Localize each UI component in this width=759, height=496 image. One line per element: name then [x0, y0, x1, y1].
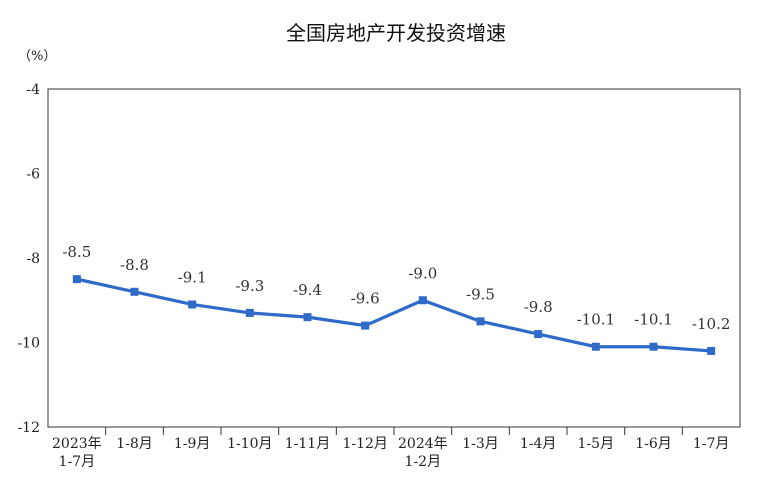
x-tick-label-line: 1-6月 [635, 436, 672, 452]
data-label: -9.3 [235, 277, 264, 295]
x-tick-label: 2024年 1-2月 [398, 436, 448, 470]
data-point-marker [534, 330, 543, 339]
y-axis-ticks: -4 -6 -8 -10 -12 [17, 82, 40, 436]
data-point-marker [591, 342, 600, 351]
x-tick-label: 2023年 1-7月 [52, 436, 102, 470]
data-point-marker [303, 313, 312, 322]
x-tick-label-line: 1-12月 [342, 436, 387, 452]
y-tick-label: -10 [17, 336, 40, 352]
x-tick-label: 1-9月 [174, 436, 211, 452]
data-point-marker [649, 342, 658, 351]
x-tick-label-line: 1-7月 [693, 436, 730, 452]
x-tick-label: 1-12月 [342, 436, 387, 452]
data-label: -9.0 [408, 264, 437, 282]
data-label: -9.1 [178, 268, 207, 286]
y-tick-label: -8 [26, 251, 40, 267]
x-tick-label-line: 1-7月 [59, 454, 96, 470]
data-label: -8.5 [62, 243, 91, 261]
y-tick-label: -12 [17, 420, 40, 436]
data-label: -10.1 [577, 311, 615, 329]
x-tick-label: 1-10月 [227, 436, 272, 452]
data-point-marker [188, 300, 197, 309]
y-tick-label: -6 [26, 167, 40, 183]
data-point-marker [418, 296, 427, 305]
series-line [76, 277, 712, 353]
x-tick-label-line: 1-5月 [578, 436, 615, 452]
x-tick-label-line: 1-3月 [462, 436, 499, 452]
y-tick-label: -4 [26, 82, 40, 98]
x-tick-label-line: 1-8月 [116, 436, 153, 452]
data-point-marker [130, 287, 139, 296]
x-tick-label-line: 2023年 [52, 436, 102, 452]
x-tick-label-line: 1-11月 [285, 436, 330, 452]
data-point-marker [707, 346, 716, 355]
x-tick-label: 1-11月 [285, 436, 330, 452]
x-tick-label: 1-5月 [578, 436, 615, 452]
x-tick-label: 1-7月 [693, 436, 730, 452]
data-label: -9.5 [466, 285, 495, 303]
x-tick-label: 1-6月 [635, 436, 672, 452]
x-tick-label: 1-3月 [462, 436, 499, 452]
x-tick-label-line: 1-9月 [174, 436, 211, 452]
data-label: -10.1 [634, 311, 672, 329]
data-point-marker [72, 275, 81, 284]
data-label: -10.2 [692, 315, 730, 333]
chart-title: 全国房地产开发投资增速 [286, 21, 506, 45]
plot-area-frame [47, 88, 741, 428]
data-point-marker [245, 308, 254, 317]
x-tick-label: 1-4月 [520, 436, 557, 452]
series-layer [72, 275, 716, 355]
x-tick-label-line: 2024年 [398, 436, 448, 452]
data-label: -9.6 [351, 290, 380, 308]
data-label: -8.8 [120, 256, 149, 274]
x-tick-label-line: 1-2月 [405, 454, 442, 470]
data-labels: -8.5 -8.8 -9.1 -9.3 -9.4 -9.6 -9.0 -9.5 -9.8 -10.… [62, 243, 730, 333]
x-axis-ticks: 2023年 1-7月 1-8月 1-9月 1-10月 1-11月 1-12月 2024年 1-2… [52, 427, 729, 470]
x-tick-label-line: 1-4月 [520, 436, 557, 452]
data-label: -9.4 [293, 281, 322, 299]
y-axis-unit: （%） [18, 49, 56, 64]
x-tick-label: 1-8月 [116, 436, 153, 452]
x-tick-label-line: 1-10月 [227, 436, 272, 452]
data-point-marker [476, 317, 485, 326]
data-label: -9.8 [524, 298, 553, 316]
data-point-marker [361, 321, 370, 330]
